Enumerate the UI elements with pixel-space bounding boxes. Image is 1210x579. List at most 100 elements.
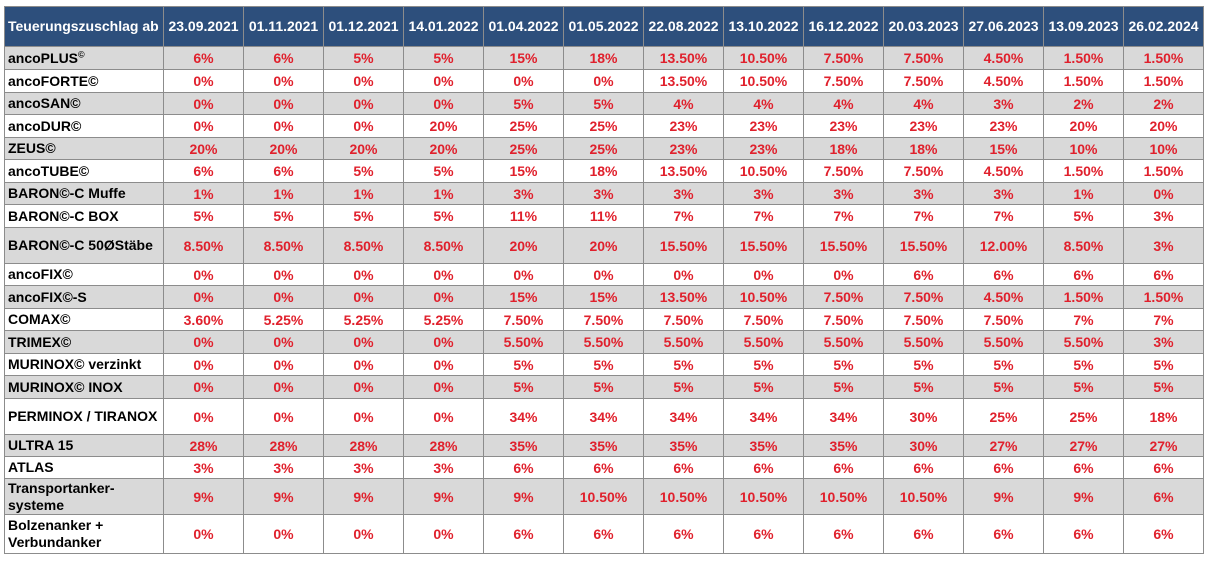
table-row: ATLAS 3% 3% 3% 3% 6% 6% 6% 6% 6% 6% 6% 6% 6%: [4, 456, 1204, 479]
surcharge-value: 5.25%: [403, 308, 484, 331]
surcharge-value: 5%: [963, 375, 1044, 399]
product-name-cell: ancoSAN©: [4, 92, 164, 115]
surcharge-value: 7.50%: [803, 159, 884, 183]
surcharge-value: 3%: [1123, 204, 1204, 228]
surcharge-value: 0%: [323, 285, 404, 309]
surcharge-value: 3%: [403, 456, 484, 479]
surcharge-value: 28%: [163, 434, 244, 457]
date-header: 22.08.2022: [643, 6, 724, 47]
surcharge-value: 5%: [163, 204, 244, 228]
surcharge-value: 5%: [1123, 353, 1204, 376]
surcharge-value: 7%: [803, 204, 884, 228]
product-name: COMAX©: [8, 311, 71, 327]
surcharge-value: 6%: [803, 456, 884, 479]
surcharge-value: 7.50%: [563, 308, 644, 331]
surcharge-value: 0%: [403, 69, 484, 93]
surcharge-value: 0%: [163, 285, 244, 309]
product-name-cell: Transportanker-systeme: [4, 478, 164, 515]
surcharge-value: 6%: [563, 456, 644, 479]
product-name-cell: ULTRA 15: [4, 434, 164, 457]
surcharge-value: 0%: [323, 514, 404, 554]
surcharge-value: 25%: [483, 114, 564, 138]
product-name: BARON©-C BOX: [8, 207, 119, 224]
surcharge-value: 7.50%: [483, 308, 564, 331]
surcharge-value: 5%: [563, 375, 644, 399]
surcharge-value: 15%: [563, 285, 644, 309]
surcharge-value: 0%: [243, 114, 324, 138]
surcharge-value: 0%: [563, 69, 644, 93]
product-name-cell: ZEUS©: [4, 137, 164, 160]
product-name: ancoPLUS: [8, 49, 79, 66]
product-name-cell: ancoTUBE©: [4, 159, 164, 183]
surcharge-value: 5%: [483, 353, 564, 376]
surcharge-value: 0%: [643, 263, 724, 286]
surcharge-value: 23%: [723, 137, 804, 160]
surcharge-value: 5%: [403, 159, 484, 183]
surcharge-value: 9%: [1043, 478, 1124, 515]
surcharge-value: 10%: [1043, 137, 1124, 160]
surcharge-value: 5%: [323, 46, 404, 70]
table-row: ancoFIX© 0% 0% 0% 0% 0% 0% 0% 0% 0% 6% 6% 6% 6%: [4, 263, 1204, 286]
surcharge-value: 7.50%: [803, 46, 884, 70]
surcharge-value: 28%: [323, 434, 404, 457]
surcharge-value: 7.50%: [883, 46, 964, 70]
surcharge-value: 3%: [163, 456, 244, 479]
surcharge-value: 5%: [883, 375, 964, 399]
surcharge-value: 2%: [1123, 92, 1204, 115]
surcharge-value: 0%: [243, 330, 324, 354]
surcharge-value: 5.50%: [963, 330, 1044, 354]
surcharge-value: 5.50%: [563, 330, 644, 354]
surcharge-value: 0%: [323, 114, 404, 138]
surcharge-value: 2%: [1043, 92, 1124, 115]
surcharge-value: 5%: [963, 353, 1044, 376]
table-row: ancoSAN© 0% 0% 0% 0% 5% 5% 4% 4% 4% 4% 3% 2% 2%: [4, 92, 1204, 115]
table-row: ZEUS© 20% 20% 20% 20% 25% 25% 23% 23% 18% 18% 15% 10…: [4, 137, 1204, 160]
surcharge-value: 9%: [323, 478, 404, 515]
table-row: Transportanker-systeme 9% 9% 9% 9% 9% 10.50% 10…: [4, 478, 1204, 515]
surcharge-value: 10.50%: [803, 478, 884, 515]
surcharge-value: 1%: [323, 182, 404, 205]
surcharge-value: 15.50%: [723, 227, 804, 264]
product-name: MURINOX© verzinkt: [8, 356, 142, 372]
surcharge-value: 35%: [563, 434, 644, 457]
surcharge-value: 35%: [803, 434, 884, 457]
surcharge-value: 10.50%: [723, 285, 804, 309]
surcharge-value: 6%: [723, 456, 804, 479]
surcharge-value: 10.50%: [563, 478, 644, 515]
surcharge-value: 5%: [803, 375, 884, 399]
surcharge-value: 7.50%: [883, 69, 964, 93]
surcharge-value: 5%: [323, 159, 404, 183]
surcharge-value: 20%: [323, 137, 404, 160]
surcharge-value: 9%: [163, 478, 244, 515]
surcharge-value: 5%: [803, 353, 884, 376]
surcharge-value: 7%: [1043, 308, 1124, 331]
surcharge-value: 7.50%: [723, 308, 804, 331]
surcharge-value: 6%: [163, 159, 244, 183]
surcharge-value: 1%: [243, 182, 324, 205]
surcharge-value: 5%: [723, 375, 804, 399]
surcharge-value: 7.50%: [643, 308, 724, 331]
date-header: 20.03.2023: [883, 6, 964, 47]
surcharge-value: 0%: [163, 114, 244, 138]
surcharge-value: 0%: [243, 398, 324, 435]
surcharge-value: 1.50%: [1043, 46, 1124, 70]
surcharge-value: 34%: [803, 398, 884, 435]
surcharge-value: 0%: [243, 285, 324, 309]
surcharge-value: 25%: [563, 137, 644, 160]
product-name: ancoFORTE©: [8, 72, 99, 89]
product-name: ULTRA 15: [8, 437, 74, 453]
surcharge-value: 6%: [963, 263, 1044, 286]
surcharge-value: 5%: [483, 375, 564, 399]
surcharge-value: 23%: [643, 137, 724, 160]
surcharge-value: 15%: [483, 46, 564, 70]
surcharge-value: 3%: [323, 456, 404, 479]
surcharge-value: 23%: [643, 114, 724, 138]
surcharge-value: 1.50%: [1123, 46, 1204, 70]
surcharge-value: 3%: [483, 182, 564, 205]
surcharge-value: 28%: [243, 434, 324, 457]
table-row: COMAX© 3.60% 5.25% 5.25% 5.25% 7.50% 7.50% 7.50…: [4, 308, 1204, 331]
surcharge-value: 6%: [1123, 478, 1204, 515]
date-header: 01.12.2021: [323, 6, 404, 47]
surcharge-value: 4%: [643, 92, 724, 115]
date-header: 26.02.2024: [1123, 6, 1204, 47]
